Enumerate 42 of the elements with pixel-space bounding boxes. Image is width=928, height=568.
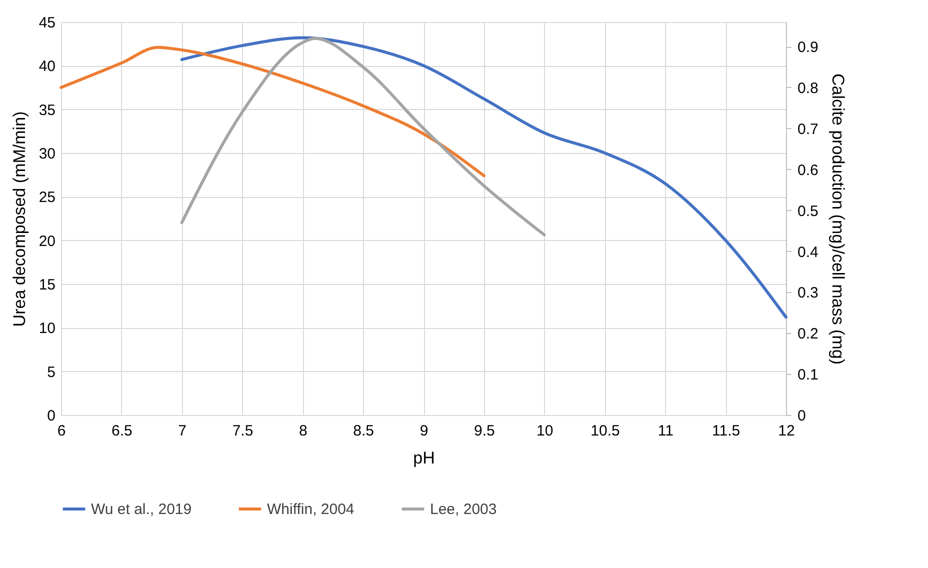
y2-tick-label: 0.6 <box>798 162 818 179</box>
y-tick-label: 15 <box>38 276 56 294</box>
x-tick-label: 10.5 <box>590 422 620 440</box>
y2-tick-label: 0.4 <box>798 244 818 261</box>
x-axis-title: pH <box>413 448 435 468</box>
y2-axis-title: Calcite production (mg)/cell mass (mg) <box>828 74 848 364</box>
y-tick-label: 45 <box>38 14 56 32</box>
y-tick-label: 25 <box>38 189 56 206</box>
y-tick-label: 0 <box>47 408 56 424</box>
y-tick-label: 40 <box>38 58 56 76</box>
x-tick-label: 8.5 <box>353 422 374 440</box>
x-tick-label: 6.5 <box>111 422 132 440</box>
y2-tick-label: 0.2 <box>798 326 818 343</box>
x-tick-label: 7.5 <box>232 422 254 440</box>
y-tick-label: 10 <box>38 320 56 338</box>
y2-tick-label: 0.5 <box>798 202 818 220</box>
x-tick-label: 10 <box>536 422 554 440</box>
legend-label: Wu et al., 2019 <box>91 501 192 518</box>
x-tick-label: 12 <box>778 422 795 440</box>
y2-tick-label: 0.8 <box>798 80 818 97</box>
y-tick-label: 5 <box>47 364 56 381</box>
y-tick-label: 20 <box>38 232 56 250</box>
x-tick-label: 9 <box>420 422 428 440</box>
line-series <box>60 46 486 178</box>
line-series <box>180 36 546 236</box>
x-tick-label: 7 <box>178 422 187 440</box>
y2-tick-label: 0 <box>798 408 806 424</box>
y-tick-label: 30 <box>38 146 56 162</box>
line-series <box>180 36 788 319</box>
legend-label: Whiffin, 2004 <box>267 501 354 518</box>
y2-tick-label: 0.1 <box>798 366 818 384</box>
y-axis-title: Urea decomposed (mM/min) <box>10 111 29 327</box>
x-tick-label: 8 <box>298 422 308 440</box>
x-tick-label: 11.5 <box>712 422 740 440</box>
y-tick-label: 35 <box>38 102 56 119</box>
y2-tick-label: 0.9 <box>798 39 818 56</box>
legend-label: Lee, 2003 <box>430 501 497 518</box>
x-tick-label: 11 <box>658 422 674 440</box>
y2-tick-label: 0.7 <box>798 120 818 138</box>
x-tick-label: 6 <box>57 422 66 440</box>
x-tick-label: 9.5 <box>474 422 495 440</box>
y2-tick-label: 0.3 <box>798 284 818 302</box>
